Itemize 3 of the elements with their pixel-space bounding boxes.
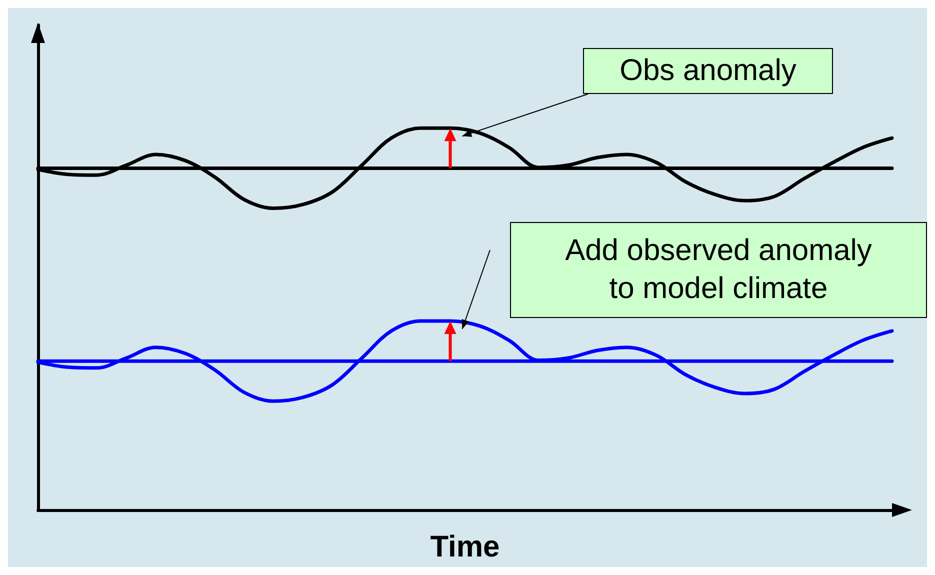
- callout-box: Add observed anomaly to model climate: [510, 222, 927, 318]
- x-axis-title: Time: [430, 530, 500, 564]
- callout-box: Obs anomaly: [583, 48, 833, 94]
